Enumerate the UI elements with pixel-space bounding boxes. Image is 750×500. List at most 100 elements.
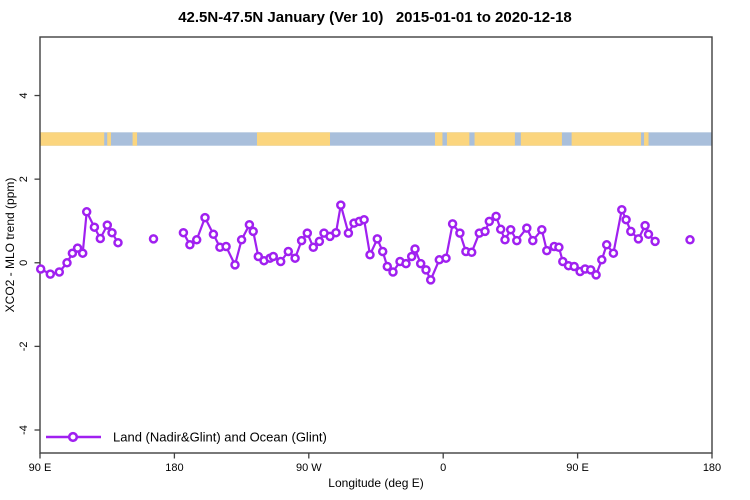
data-point-marker xyxy=(191,235,202,245)
data-point-marker xyxy=(296,235,307,246)
axes: 90 E 180 90 W 0 90 E 180 -4 -2 0 2 4 xyxy=(18,36,721,474)
data-point-marker xyxy=(640,220,650,231)
data-point-marker xyxy=(626,226,636,237)
data-point-marker xyxy=(248,226,258,237)
data-point-marker xyxy=(685,235,695,245)
data-point-marker xyxy=(230,260,240,270)
data-point-marker xyxy=(107,227,117,238)
data-point-marker xyxy=(495,224,506,235)
data-series xyxy=(35,200,695,285)
x-tick-label: 90 E xyxy=(566,462,589,474)
land-segment xyxy=(256,132,331,146)
data-point-marker xyxy=(608,248,619,258)
land-segment xyxy=(446,132,470,146)
map-strip xyxy=(40,132,712,146)
data-point-marker xyxy=(45,269,56,279)
data-point-marker xyxy=(200,212,210,223)
plot-border xyxy=(39,36,713,454)
data-point-marker xyxy=(244,219,255,230)
y-tick-label: -2 xyxy=(18,341,30,351)
data-point-marker xyxy=(447,219,458,229)
data-point-marker xyxy=(81,207,92,217)
legend-marker-icon xyxy=(67,431,79,443)
data-point-marker xyxy=(537,224,547,235)
data-point-marker xyxy=(302,228,313,238)
data-point-marker xyxy=(314,236,325,247)
data-point-marker xyxy=(77,248,88,258)
data-point-marker xyxy=(283,246,294,257)
data-point-marker xyxy=(113,237,123,248)
land-segment xyxy=(644,132,649,146)
data-point-marker xyxy=(421,265,431,275)
data-point-marker xyxy=(425,275,436,285)
data-point-marker xyxy=(208,229,219,240)
land-segment xyxy=(571,132,642,146)
legend-label: Land (Nadir&Glint) and Ocean (Glint) xyxy=(113,430,327,445)
data-point-marker xyxy=(491,211,501,222)
x-axis-title: Longitude (deg E) xyxy=(328,476,423,490)
data-point-marker xyxy=(148,234,159,244)
data-point-marker xyxy=(542,245,552,256)
data-point-marker xyxy=(484,216,495,227)
data-point-marker xyxy=(178,227,189,238)
data-point-marker xyxy=(365,250,375,260)
y-tick-label: -4 xyxy=(18,425,30,435)
data-point-marker xyxy=(308,242,319,253)
data-point-marker xyxy=(62,258,72,268)
data-point-marker xyxy=(643,229,654,240)
data-point-marker xyxy=(336,200,346,210)
data-point-marker xyxy=(554,242,564,253)
data-point-marker xyxy=(650,236,660,247)
data-point-marker xyxy=(331,227,341,238)
data-point-marker xyxy=(591,270,601,280)
data-point-marker xyxy=(466,247,477,258)
data-point-marker xyxy=(359,214,369,225)
data-point-marker xyxy=(500,235,510,245)
data-point-marker xyxy=(275,256,286,267)
data-point-marker xyxy=(102,220,113,230)
data-point-marker xyxy=(512,235,522,246)
y-tick-label: 0 xyxy=(18,260,30,266)
data-point-marker xyxy=(441,253,451,263)
data-point-marker xyxy=(455,228,465,238)
data-point-marker xyxy=(95,233,106,244)
data-point-marker xyxy=(406,251,417,262)
data-point-marker xyxy=(236,235,247,245)
land-segment xyxy=(107,132,111,146)
data-point-marker xyxy=(343,228,354,238)
data-point-marker xyxy=(382,261,393,272)
x-tick-label: 0 xyxy=(440,462,446,474)
x-tick-label: 180 xyxy=(703,462,721,474)
data-point-marker xyxy=(601,240,612,250)
land-segment xyxy=(132,132,138,146)
land-segment xyxy=(520,132,562,146)
x-tick-label: 180 xyxy=(165,462,183,474)
data-point-marker xyxy=(388,267,398,277)
data-point-marker xyxy=(54,267,65,277)
data-point-marker xyxy=(480,226,490,237)
data-point-marker xyxy=(617,204,627,215)
data-point-marker xyxy=(185,240,195,250)
data-point-marker xyxy=(290,253,300,263)
x-tick-label: 90 E xyxy=(29,462,52,474)
y-axis-title: XCO2 - MLO trend (ppm) xyxy=(3,178,17,313)
data-point-marker xyxy=(221,241,231,252)
legend: Land (Nadir&Glint) and Ocean (Glint) xyxy=(46,430,327,445)
data-point-marker xyxy=(401,258,411,269)
x-tick-label: 90 W xyxy=(296,462,322,474)
data-point-marker xyxy=(377,246,388,257)
data-point-marker xyxy=(372,234,383,244)
y-tick-label: 2 xyxy=(18,176,30,182)
data-point-marker xyxy=(621,214,631,225)
data-point-marker xyxy=(415,258,426,269)
land-segment xyxy=(40,132,105,146)
chart-title: 42.5N-47.5N January (Ver 10) 2015-01-01 … xyxy=(178,9,572,26)
data-point-marker xyxy=(528,235,538,246)
land-segment xyxy=(434,132,443,146)
y-tick-label: 4 xyxy=(18,92,30,98)
data-point-marker xyxy=(67,248,78,258)
data-point-marker xyxy=(569,261,579,272)
data-point-marker xyxy=(522,223,532,233)
